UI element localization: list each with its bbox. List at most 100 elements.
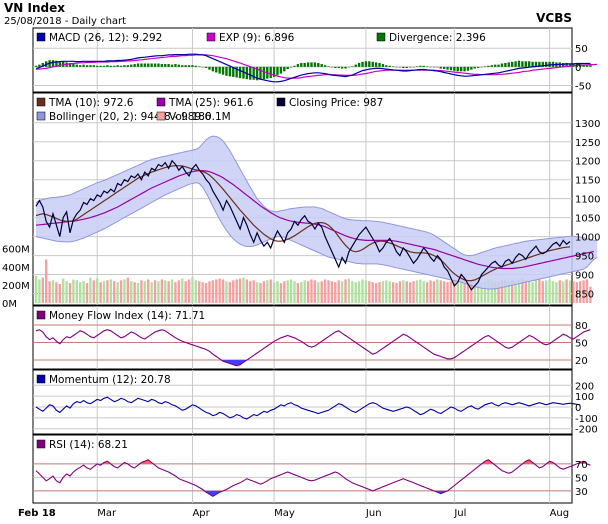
volume-bar [425,282,429,303]
volume-bar [585,279,589,303]
overbought-fill [36,459,591,464]
divergence-bar [252,66,255,80]
divergence-bar [58,61,61,67]
y-tick-label: 900 [575,271,594,282]
closing-price-line [35,159,571,291]
divergence-bar [527,61,531,67]
y-tick-label: 1200 [575,157,600,168]
y-tick-label: 850 [575,290,594,301]
divergence-bar [504,62,507,67]
divergence-bar [476,66,480,68]
divergence-bar [531,61,534,67]
volume-bar [320,281,323,303]
divergence-bar [459,66,463,72]
volume-bar [170,279,174,303]
volume-bar [266,280,269,303]
volume-tick-label: 600M [2,245,30,256]
volume-bar [181,278,184,303]
y-tick-label: 50 [575,339,588,350]
divergence-bar [160,64,164,67]
rsi-panel [32,434,573,504]
divergence-bar [412,66,415,68]
volume-bar [548,279,551,303]
y-tick-label: 1000 [575,233,600,244]
divergence-bar [330,66,334,68]
divergence-bar [191,65,194,67]
volume-bar [357,281,361,303]
divergence-bar [565,62,568,67]
volume-bar [147,279,150,303]
volume-bar [582,280,585,303]
volume-bar [191,277,194,303]
legend-swatch [376,32,386,42]
divergence-bar [425,66,429,67]
volume-bar [96,278,99,303]
divergence-bar [198,66,201,67]
volume-bar [252,280,255,303]
y-tick-label: 50 [575,473,588,484]
divergence-bar [79,65,82,67]
divergence-bar [463,66,466,72]
divergence-bar [368,61,371,67]
y-tick-label: -50 [575,82,591,93]
divergence-bar [317,62,320,67]
divergence-bar [364,61,368,67]
divergence-bar [385,65,388,67]
divergence-bar [68,62,72,67]
divergence-bar [453,66,456,71]
divergence-bar [153,63,157,67]
volume-bar [412,281,415,303]
volume-bar [211,280,215,303]
volume-bar [160,279,164,303]
divergence-bar [347,66,351,68]
volume-bar [446,282,449,303]
divergence-bar [187,65,191,67]
volume-bar [293,281,296,303]
volume-tick-label: 0M [2,299,17,310]
divergence-bar [538,61,541,67]
divergence-bar [436,66,439,68]
y-tick-label: 1250 [575,138,600,149]
divergence-bar [408,66,412,68]
volume-bar [313,280,317,303]
divergence-bar [85,65,89,67]
divergence-bar [113,65,116,67]
tick-labels: Feb 18 Mar Apr May Jun Jul Aug 50 0 -50 1300 1250 12… [2,44,600,519]
divergence-bar [487,65,490,67]
y-tick-label: -100 [575,414,598,425]
divergence-bar [174,64,177,67]
divergence-bar [466,66,470,71]
volume-bar [55,282,58,303]
y-tick-label: 20 [575,356,588,367]
volume-bar [476,280,480,303]
volume-bar [208,281,211,303]
volume-bar [432,281,436,303]
divergence-bar [181,65,184,67]
divergence-bar [221,66,225,75]
legend-label: Closing Price: 987 [289,97,383,109]
divergence-bar [177,64,181,67]
volume-tick-label: 400M [2,263,30,274]
divergence-bar [123,65,126,67]
tma25-line [35,170,594,270]
divergence-bar [232,66,235,77]
divergence-bar [470,66,473,70]
volume-bar [218,278,221,303]
divergence-bar [585,64,589,67]
rsi-line [35,459,591,497]
y-tick-label: 30 [575,487,588,498]
volume-bar [317,282,320,303]
y-tick-label: 950 [575,252,594,263]
volume-bar [68,283,72,303]
volume-bar [361,279,364,303]
divergence-bar [143,63,147,67]
volume-bar [245,279,249,303]
volume-bar [99,282,102,303]
volume-bar [272,282,276,303]
volume-bar [487,279,490,303]
volume-bar [500,280,504,303]
divergence-bar [402,66,405,68]
divergence-bar [405,66,408,68]
legend-swatch [156,97,166,107]
divergence-bar [306,62,310,67]
